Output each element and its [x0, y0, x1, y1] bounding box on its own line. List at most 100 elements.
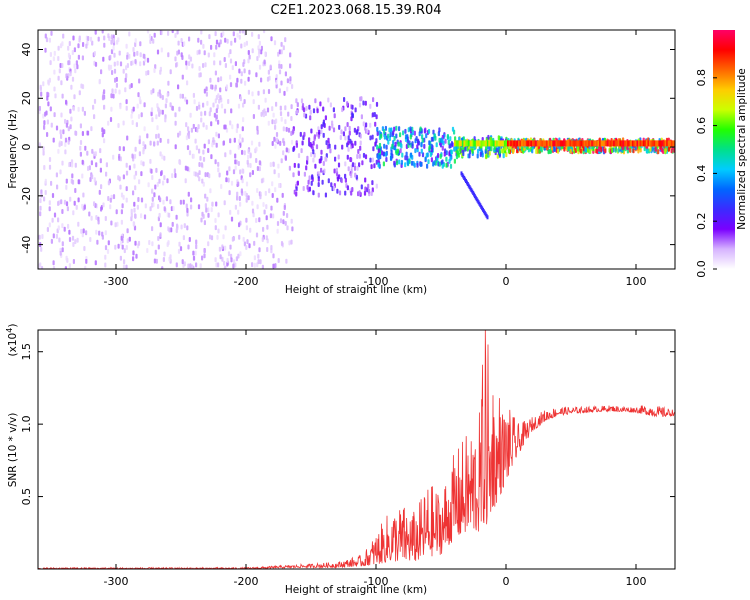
spectrogram-cell — [229, 149, 232, 155]
spectrogram-cell — [290, 218, 293, 224]
spectrogram-cell — [276, 137, 279, 143]
spectrogram-cell — [289, 76, 292, 82]
spectrogram-cell — [171, 30, 174, 34]
spectrogram-cell — [418, 151, 421, 157]
spectrogram-ridge-cell — [597, 140, 601, 147]
spectrogram-cell — [69, 196, 72, 202]
spectrogram-cell — [416, 162, 419, 168]
spectrogram-cell — [569, 148, 572, 154]
spectrogram-cell — [91, 148, 94, 154]
spectrogram-cell — [215, 142, 218, 148]
spectrogram-cell — [190, 127, 193, 133]
spectrogram-cell — [214, 225, 217, 231]
spectrogram-cell — [71, 179, 75, 185]
spectrogram-cell — [454, 136, 457, 142]
spectrogram-cell — [121, 203, 124, 209]
spectrogram-ridge-cell — [661, 140, 665, 147]
spectrogram-cell — [445, 150, 448, 156]
spectrogram-cell — [346, 154, 349, 160]
spectrogram-cell — [133, 163, 136, 169]
spectrogram-cell — [351, 187, 354, 192]
spectrogram-cell — [113, 68, 117, 74]
spectrogram-cell — [249, 227, 252, 233]
spectrogram-cell — [186, 145, 190, 151]
spectrogram-cell — [93, 98, 97, 104]
spectrogram-cell — [209, 234, 212, 240]
spectrogram-cell — [249, 152, 252, 158]
spectrogram-cell — [553, 147, 556, 152]
spectrogram-cell — [71, 235, 75, 241]
spectrogram-cell — [61, 41, 64, 47]
spectrogram-cell — [396, 148, 399, 154]
spectrogram-cell — [165, 98, 168, 104]
spectrogram-cell — [444, 138, 447, 144]
spectrogram-cell — [159, 109, 162, 115]
spectrogram-cell — [214, 159, 217, 165]
spectrogram-cell — [214, 84, 217, 90]
spectrogram-ridge-cell — [533, 140, 537, 147]
y-tick-label: 0.5 — [20, 488, 33, 506]
spectrogram-cell — [91, 174, 94, 180]
spectrogram-cell — [338, 190, 342, 196]
spectrogram-ridge-cell — [463, 140, 466, 147]
spectrogram-cell — [369, 103, 372, 109]
spectrogram-cell — [629, 148, 632, 153]
spectrogram-cell — [327, 178, 330, 184]
spectrogram-ridge-cell — [585, 140, 588, 147]
spectrogram-ridge-cell — [489, 140, 493, 147]
spectrogram-cell — [429, 152, 432, 157]
colorbar-ticks: 0.00.20.40.60.8 — [695, 69, 717, 278]
spectrogram-cell — [190, 197, 193, 203]
spectrogram-cell — [187, 191, 190, 197]
spectrogram-cell — [152, 88, 155, 94]
spectrogram-cell — [335, 167, 338, 173]
spectrogram-cell — [425, 133, 428, 139]
spectrogram-cell — [300, 98, 304, 104]
spectrogram-cell — [78, 90, 81, 96]
spectrogram-cell — [304, 113, 308, 119]
spectrogram-ridge-cell — [610, 140, 613, 147]
spectrogram-cell — [151, 241, 154, 247]
spectrogram-cell — [264, 51, 267, 57]
spectrogram-cell — [113, 52, 116, 58]
spectrogram-cell — [186, 80, 189, 86]
spectrogram-cell — [320, 149, 323, 155]
spectrogram-cell — [94, 151, 97, 157]
spectrogram-cell — [404, 128, 407, 134]
spectrogram-cell — [87, 166, 90, 171]
spectrogram-cell — [600, 147, 603, 153]
spectrogram-cell — [57, 56, 60, 61]
spectrogram-cell — [241, 149, 244, 155]
spectrogram-cell — [226, 257, 229, 263]
spectrogram-ridge-cell — [527, 140, 530, 147]
spectrogram-ridge-cell — [505, 140, 509, 147]
spectrogram-cell — [39, 211, 42, 217]
spectrogram-cell — [308, 104, 311, 110]
spectrogram-ridge-cell — [539, 140, 543, 147]
spectrogram-cell — [406, 160, 409, 166]
spectrogram-ridge-cell — [594, 140, 597, 147]
spectrogram-ridge-cell — [521, 140, 524, 147]
spectrogram-cell — [191, 265, 194, 269]
spectrogram-cell — [303, 131, 306, 137]
spectrogram-cell — [97, 219, 100, 225]
spectrogram-cell — [147, 182, 150, 188]
spectrogram-cell — [171, 173, 174, 179]
spectrogram-cell — [75, 60, 78, 66]
spectrogram-cell — [204, 203, 207, 209]
spectrogram-cell — [358, 162, 361, 168]
spectrogram-cell — [479, 152, 482, 157]
spectrogram-cell — [52, 56, 55, 62]
spectrogram-cell — [81, 106, 84, 112]
spectrogram-ridge-cell — [644, 140, 647, 147]
spectrogram-cell — [119, 184, 122, 190]
spectrogram-ridge-cell — [611, 140, 615, 147]
spectrogram-ridge-cell — [619, 140, 622, 147]
spectrogram-cell — [245, 181, 249, 187]
spectrogram-cell — [50, 122, 53, 128]
spectrogram-cell — [297, 153, 301, 159]
spectrogram-cell — [137, 240, 141, 246]
spectrogram-cell — [379, 154, 382, 160]
spectrogram-cell — [221, 244, 224, 250]
spectrogram-cell — [285, 126, 288, 132]
